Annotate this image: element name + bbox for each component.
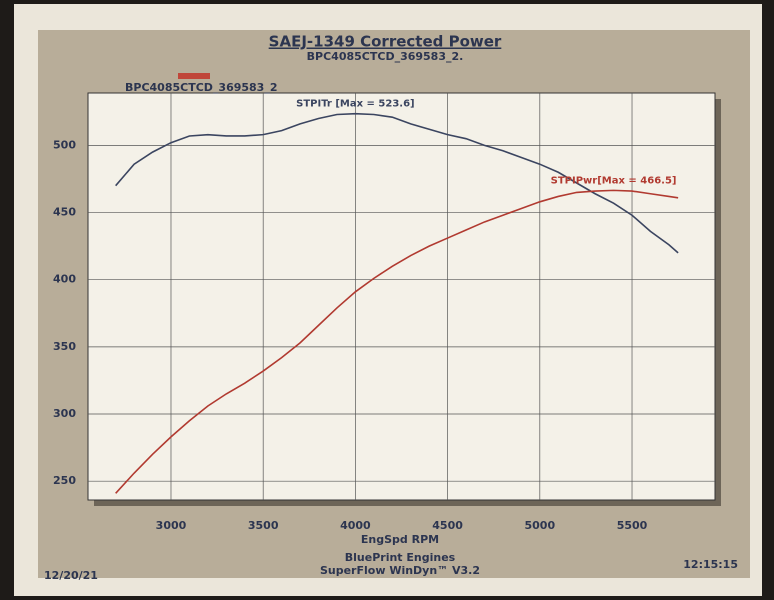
annotation: STPITr [Max = 523.6]	[296, 99, 414, 110]
chart-title: SAEJ-1349 Corrected Power	[269, 33, 502, 51]
footer-line: SuperFlow WinDyn™ V3.2	[320, 564, 480, 577]
y-tick-label: 450	[53, 206, 76, 219]
annotation: STPIPwr[Max = 466.5]	[551, 175, 677, 186]
y-tick-label: 400	[53, 273, 76, 286]
x-tick-label: 5000	[524, 519, 555, 532]
x-tick-label: 4500	[432, 519, 463, 532]
y-tick-label: 300	[53, 407, 76, 420]
date: 12/20/21	[44, 569, 98, 582]
y-tick-label: 250	[53, 474, 76, 487]
x-axis-label: EngSpd RPM	[361, 533, 439, 546]
plot-area	[87, 92, 716, 501]
x-tick-label: 3000	[156, 519, 187, 532]
y-tick-label: 350	[53, 340, 76, 353]
y-tick-label: 500	[53, 138, 76, 151]
x-tick-label: 5500	[617, 519, 648, 532]
chart-subtitle: BPC4085CTCD_369583_2.	[307, 50, 464, 63]
time: 12:15:15	[683, 558, 738, 571]
footer-line: BluePrint Engines	[345, 551, 456, 564]
series-line	[115, 189, 679, 494]
x-tick-label: 3500	[248, 519, 279, 532]
x-tick-label: 4000	[340, 519, 371, 532]
legend-label: BPC4085CTCD_369583_2	[125, 81, 278, 94]
legend-swatch	[178, 73, 210, 79]
